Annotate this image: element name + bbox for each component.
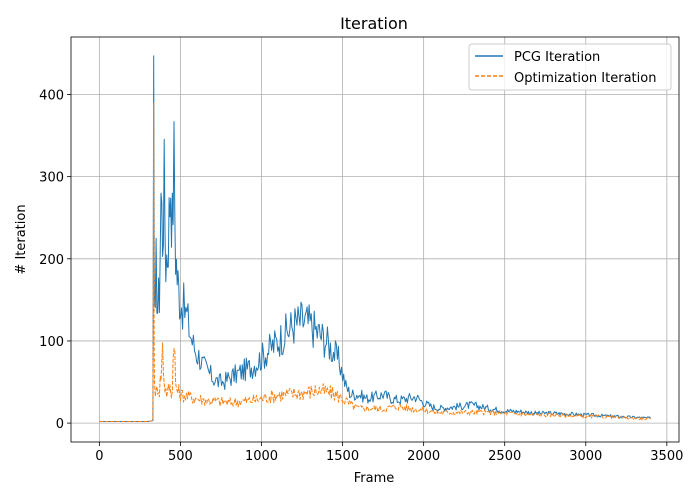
y-tick-label: 400	[39, 89, 64, 104]
plot-frame	[70, 36, 680, 443]
x-tick-label: 3500	[650, 449, 683, 464]
series-layer	[99, 55, 651, 422]
x-tick-label: 2500	[488, 449, 521, 464]
plot-area	[99, 55, 651, 422]
x-tick-label: 500	[168, 449, 193, 464]
x-axis-label: Frame	[354, 471, 395, 486]
x-ticks: 0 500 1000 1500 2000 2500 3000 3500	[95, 442, 683, 464]
x-tick-label: 3000	[569, 449, 602, 464]
y-tick-label: 0	[56, 417, 64, 432]
chart-title: Iteration	[340, 14, 408, 33]
x-tick-label: 1500	[326, 449, 359, 464]
legend-label-optimization: Optimization Iteration	[514, 71, 656, 86]
y-ticks: 0 100 200 300 400	[39, 89, 71, 432]
series-line-optimization	[99, 102, 651, 422]
x-tick-label: 1000	[245, 449, 278, 464]
y-tick-label: 100	[39, 335, 64, 350]
y-axis-label: # Iteration	[14, 204, 29, 274]
grid-layer	[71, 37, 679, 442]
x-tick-label: 2000	[407, 449, 440, 464]
legend: PCG Iteration Optimization Iteration	[468, 43, 672, 91]
legend-box	[468, 43, 672, 91]
y-tick-label: 300	[39, 171, 64, 186]
legend-label-pcg: PCG Iteration	[514, 50, 600, 65]
y-tick-label: 200	[39, 253, 64, 268]
x-tick-label: 0	[95, 449, 103, 464]
series-line-pcg	[99, 55, 651, 422]
